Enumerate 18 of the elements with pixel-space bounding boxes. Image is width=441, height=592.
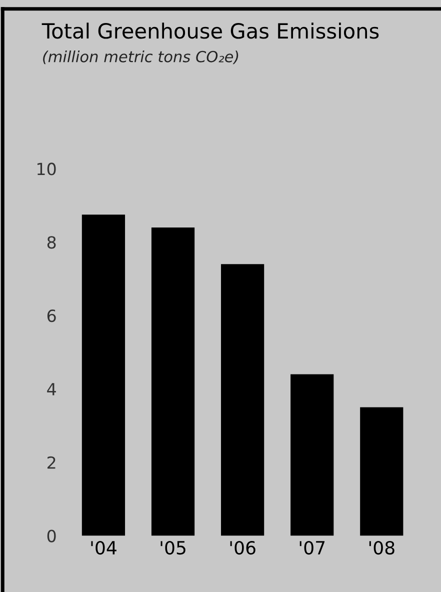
x-tick-label: '08 [369,540,394,555]
x-tick-label: '07 [300,540,325,555]
chart-subtitle: (million metric tons CO₂e) [43,50,238,64]
bar [290,374,334,536]
y-tick-label: 8 [47,236,56,249]
bar [82,214,126,536]
bar [151,227,195,536]
chart-title: Total Greenhouse Gas Emissions [42,22,379,39]
x-tick-label: '04 [91,540,116,555]
y-tick-label: 4 [47,383,56,396]
bar [360,407,404,536]
x-tick-label: '05 [160,540,186,555]
y-tick-label: 10 [38,162,56,176]
x-tick-label: '06 [230,540,256,555]
bar [220,264,264,536]
y-tick-label: 0 [47,530,56,542]
y-tick-label: 2 [47,456,56,469]
y-tick-label: 6 [47,310,56,322]
